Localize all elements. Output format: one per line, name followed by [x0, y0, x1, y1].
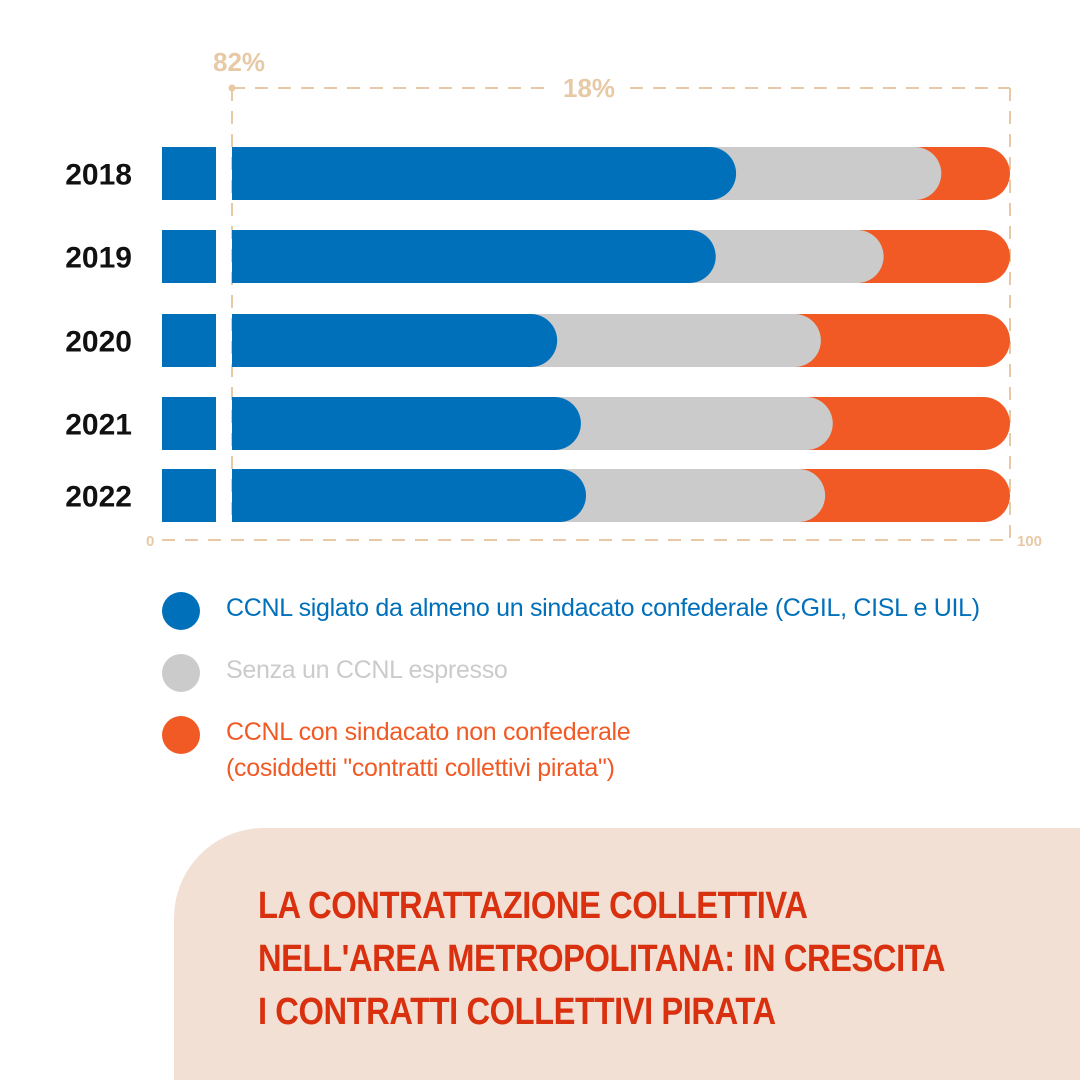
legend-item-confederal: CCNL siglato da almeno un sindacato conf… [162, 590, 1062, 630]
legend-swatch-confederal [162, 592, 200, 630]
bar-stub-2019 [162, 230, 216, 283]
legend-item-none: Senza un CCNL espresso [162, 652, 1062, 692]
legend-label-confederal: CCNL siglato da almeno un sindacato conf… [226, 594, 980, 622]
year-label-2021: 2021 [65, 409, 132, 442]
bar-row-2021 [162, 397, 1011, 450]
bar-row-2018 [162, 147, 1011, 200]
bar-segment-confederal-2022 [232, 469, 587, 522]
year-label-2018: 2018 [65, 159, 132, 192]
x-tick-0: 0 [146, 533, 154, 550]
bar-row-2022 [162, 469, 1011, 522]
annotation-marker [228, 84, 236, 92]
page-title: LA CONTRATTAZIONE COLLETTIVA NELL'AREA ME… [258, 880, 945, 1039]
year-labels: 2018 2019 2020 2021 2022 [65, 159, 132, 514]
legend-swatch-none [162, 654, 200, 692]
bar-stub-2018 [162, 147, 216, 200]
x-tick-100: 100 [1017, 533, 1042, 550]
bar-row-2019 [162, 230, 1011, 283]
title-line-3: I CONTRATTI COLLETTIVI PIRATA [258, 991, 776, 1033]
annotation-18-percent: 18% [563, 73, 615, 103]
legend-swatch-pirate [162, 716, 200, 754]
legend-label-pirate: CCNL con sindacato non confederale (cosid… [226, 718, 631, 782]
stacked-bar-chart: 82% 18% 0 100 2018 2019 2020 2021 2022 [65, 47, 1042, 550]
legend-label-none: Senza un CCNL espresso [226, 656, 508, 684]
bar-stub-2022 [162, 469, 216, 522]
title-line-2: NELL'AREA METROPOLITANA: IN CRESCITA [258, 938, 946, 980]
year-label-2022: 2022 [65, 481, 132, 514]
legend-item-pirate: CCNL con sindacato non confederale (cosid… [162, 714, 1062, 786]
bar-segment-confederal-2018 [232, 147, 737, 200]
title-line-1: LA CONTRATTAZIONE COLLETTIVA [258, 885, 808, 927]
bar-segment-confederal-2020 [232, 314, 558, 367]
bar-segment-confederal-2019 [232, 230, 716, 283]
year-label-2019: 2019 [65, 242, 132, 275]
bar-stub-2020 [162, 314, 216, 367]
bar-segment-confederal-2021 [232, 397, 581, 450]
bars-layer [162, 147, 1011, 522]
title-panel: LA CONTRATTAZIONE COLLETTIVA NELL'AREA ME… [174, 828, 1080, 1080]
legend: CCNL siglato da almeno un sindacato conf… [162, 590, 1062, 802]
year-label-2020: 2020 [65, 326, 132, 359]
bar-row-2020 [162, 314, 1011, 367]
annotation-82-percent: 82% [213, 47, 265, 77]
bar-stub-2021 [162, 397, 216, 450]
